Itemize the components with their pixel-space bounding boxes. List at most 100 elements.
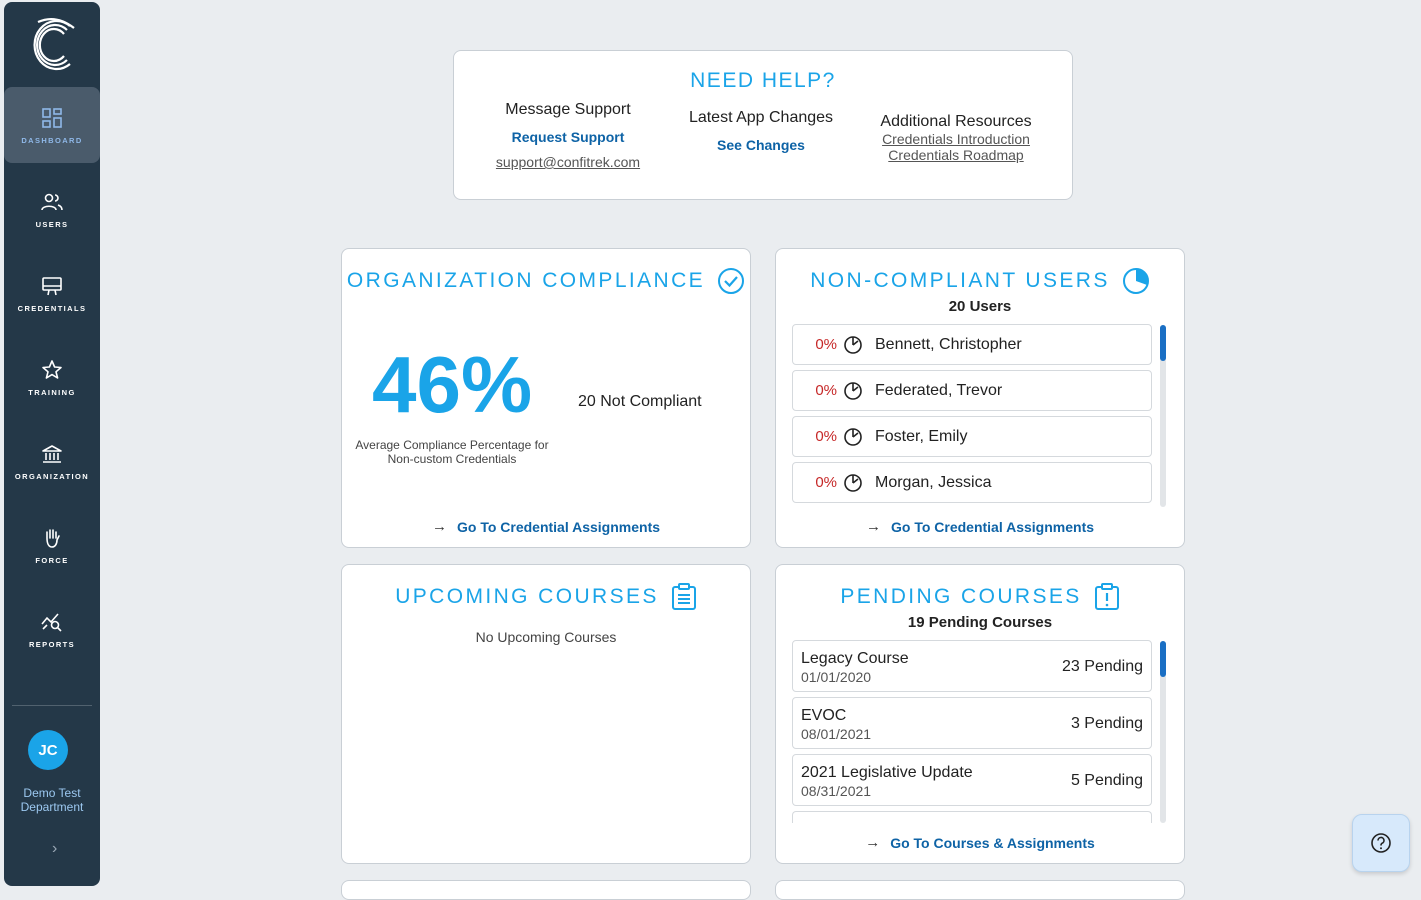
user-row[interactable]: 0% Federated, Trevor [792, 370, 1152, 411]
non-compliant-title: NON-COMPLIANT USERS [810, 269, 1110, 292]
user-name: Federated, Trevor [875, 381, 1003, 399]
bottom-card-right-partial [775, 880, 1185, 900]
nav-reports-label: REPORTS [28, 639, 76, 649]
progress-pie-icon [844, 473, 862, 492]
app-changes-section: Latest App Changes See Changes [668, 109, 854, 153]
arrow-right-icon: → [431, 518, 447, 535]
course-name: EVOC [801, 707, 847, 724]
help-button[interactable] [1352, 814, 1410, 872]
nav-training[interactable]: TRAINING [4, 339, 100, 415]
request-support-link[interactable]: Request Support [511, 129, 625, 145]
user-row[interactable]: 0% Bennett, Christopher [792, 324, 1152, 365]
go-courses-assignments-link[interactable]: → Go To Courses & Assignments [775, 834, 1185, 851]
user-name: Bennett, Christopher [875, 335, 1022, 353]
help-title: NEED HELP? [690, 69, 836, 92]
nav-dashboard[interactable]: DASHBOARD [4, 87, 100, 163]
course-row[interactable]: 2021 Legislative Update 08/31/2021 5 Pen… [792, 754, 1152, 806]
help-card: NEED HELP? Message Support Request Suppo… [453, 50, 1073, 200]
department-name[interactable]: Demo Test Department [20, 786, 84, 814]
credentials-introduction-link[interactable]: Credentials Introduction [882, 131, 1030, 147]
go-courses-assignments-label: Go To Courses & Assignments [890, 834, 1095, 851]
clipboard-alert-icon [1094, 583, 1119, 610]
bank-icon [42, 444, 62, 463]
course-row-partial[interactable] [792, 811, 1152, 823]
not-compliant-count: 20 Not Compliant [578, 393, 702, 410]
nav-force[interactable]: FORCE [4, 507, 100, 583]
nav-organization[interactable]: ORGANIZATION [4, 423, 100, 499]
resources-section: Additional Resources Credentials Introdu… [858, 113, 1054, 163]
course-date: 01/01/2020 [801, 669, 872, 685]
progress-pie-icon [844, 335, 862, 354]
nav-organization-label: ORGANIZATION [14, 471, 90, 481]
pending-count: 19 Pending Courses [907, 614, 1053, 631]
user-compliance-pct: 0% [815, 336, 837, 353]
pending-title-row: PENDING COURSES [776, 583, 1184, 611]
star-icon [42, 359, 62, 379]
org-compliance-title-row: ORGANIZATION COMPLIANCE [342, 267, 750, 295]
arrow-right-icon: → [865, 518, 881, 535]
user-name: Foster, Emily [875, 427, 968, 445]
upcoming-title: UPCOMING COURSES [395, 585, 659, 608]
no-upcoming-courses: No Upcoming Courses [475, 629, 617, 645]
arrow-right-icon: → [865, 834, 881, 851]
user-compliance-pct: 0% [815, 382, 837, 399]
org-compliance-card: ORGANIZATION COMPLIANCE [341, 248, 751, 548]
dashboard-icon [42, 107, 62, 128]
message-support-section: Message Support Request Support support@… [474, 101, 662, 170]
course-pending-count: 3 Pending [1070, 715, 1143, 732]
hand-icon [46, 528, 60, 548]
check-circle-icon [718, 268, 745, 294]
users-scrollbar-thumb[interactable] [1160, 325, 1166, 361]
course-name: Legacy Course [801, 650, 909, 667]
nav-credentials[interactable]: CREDENTIALS [4, 255, 100, 331]
compliance-percentage: 46% [372, 340, 533, 429]
users-icon [41, 193, 63, 210]
app-logo-icon[interactable] [26, 14, 78, 74]
go-credential-assignments-label-1: Go To Credential Assignments [456, 518, 661, 535]
non-compliant-count: 20 Users [948, 298, 1012, 315]
go-credential-assignments-link-2[interactable]: → Go To Credential Assignments [775, 518, 1185, 535]
course-date: 08/31/2021 [801, 783, 872, 799]
credentials-icon [42, 276, 62, 295]
compliance-note: Average Compliance Percentage for Non-cu… [355, 438, 549, 466]
nav-reports[interactable]: REPORTS [4, 591, 100, 667]
org-compliance-title: ORGANIZATION COMPLIANCE [346, 269, 706, 292]
resources-heading: Additional Resources [880, 113, 1032, 130]
courses-scrollbar-thumb[interactable] [1160, 641, 1166, 677]
user-row[interactable]: 0% Morgan, Jessica [792, 462, 1152, 503]
expand-sidebar-icon[interactable]: › [52, 840, 58, 857]
nav-users-label: USERS [35, 219, 69, 229]
go-credential-assignments-label-2: Go To Credential Assignments [890, 518, 1095, 535]
go-credential-assignments-link-1[interactable]: → Go To Credential Assignments [341, 518, 751, 535]
user-row[interactable]: 0% Foster, Emily [792, 416, 1152, 457]
progress-pie-icon [844, 381, 862, 400]
latest-changes-heading: Latest App Changes [688, 109, 834, 126]
message-support-heading: Message Support [505, 101, 631, 118]
pending-title: PENDING COURSES [840, 585, 1082, 608]
course-row[interactable]: EVOC 08/01/2021 3 Pending [792, 697, 1152, 749]
course-pending-count: 5 Pending [1070, 772, 1143, 789]
upcoming-courses-card: UPCOMING COURSES [341, 564, 751, 864]
support-email-link[interactable]: support@confitrek.com [495, 154, 641, 170]
nav-users[interactable]: USERS [4, 171, 100, 247]
course-name: 2021 Legislative Update [801, 764, 973, 781]
upcoming-title-row: UPCOMING COURSES [342, 583, 750, 611]
see-changes-link[interactable]: See Changes [717, 137, 805, 153]
nav-dashboard-label: DASHBOARD [21, 135, 83, 145]
course-date: 08/01/2021 [801, 726, 872, 742]
clipboard-icon [671, 583, 696, 610]
nav-credentials-label: CREDENTIALS [17, 303, 87, 313]
user-name: Morgan, Jessica [875, 473, 992, 491]
user-compliance-pct: 0% [815, 428, 837, 445]
users-scrollbar[interactable] [1160, 325, 1166, 507]
credentials-roadmap-link[interactable]: Credentials Roadmap [888, 147, 1024, 163]
user-compliance-pct: 0% [815, 474, 837, 491]
course-row[interactable]: Legacy Course 01/01/2020 23 Pending [792, 640, 1152, 692]
progress-pie-icon [844, 427, 862, 446]
bottom-card-left-partial [341, 880, 751, 900]
question-icon [1371, 833, 1391, 853]
courses-scrollbar[interactable] [1160, 641, 1166, 823]
sidebar: DASHBOARD USERS CREDENTIALS TRAINING [4, 2, 100, 886]
non-compliant-title-row: NON-COMPLIANT USERS [776, 267, 1184, 295]
avatar[interactable]: JC [28, 730, 68, 770]
